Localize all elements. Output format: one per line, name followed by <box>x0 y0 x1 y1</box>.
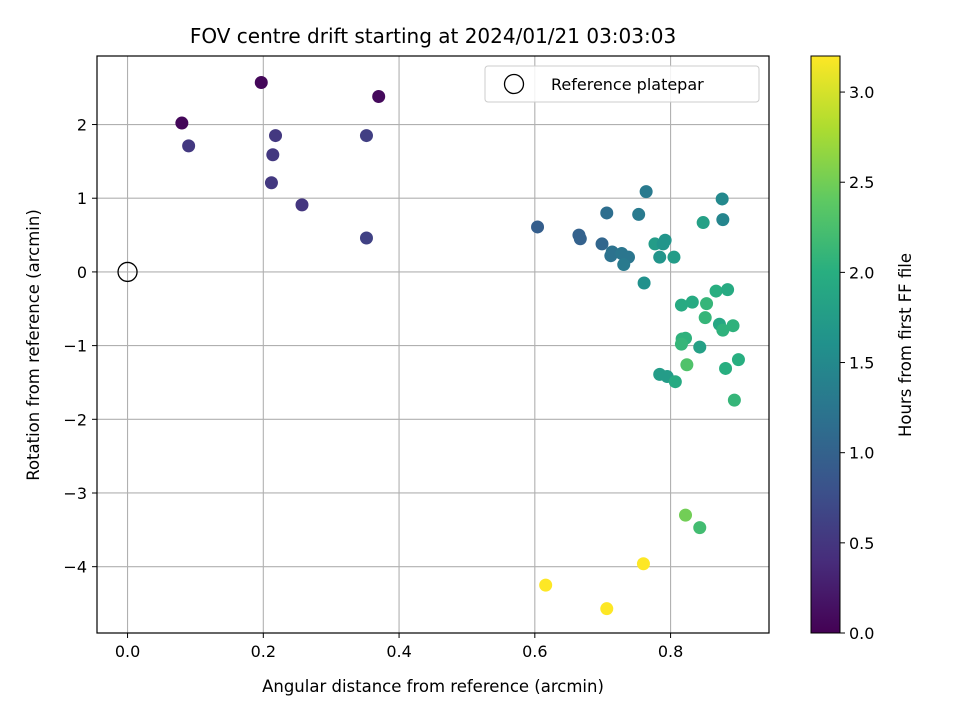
data-point <box>600 602 614 616</box>
legend: Reference platepar <box>484 65 760 103</box>
reference-marker-group <box>117 261 138 283</box>
x-tick-label: 0.4 <box>386 642 411 661</box>
x-tick-label: 0.6 <box>522 642 547 661</box>
y-tick-label: −1 <box>63 337 87 356</box>
data-point <box>359 231 373 245</box>
data-points <box>175 76 745 616</box>
data-point <box>595 237 609 251</box>
plot-frame <box>96 55 770 634</box>
data-point <box>175 116 189 130</box>
colorbar-tick-label: 0.5 <box>849 534 874 553</box>
data-point <box>637 276 651 290</box>
data-point <box>539 578 553 592</box>
legend-label: Reference platepar <box>551 75 704 94</box>
data-point <box>679 508 693 522</box>
data-point <box>719 361 733 375</box>
data-point <box>372 90 386 104</box>
colorbar-gradient <box>810 55 841 634</box>
y-tick-label: 1 <box>77 189 87 208</box>
data-point <box>731 353 745 367</box>
colorbar-tick-label: 2.0 <box>849 263 874 282</box>
data-point <box>653 250 667 264</box>
data-point <box>693 340 707 354</box>
data-point <box>709 284 723 298</box>
data-point <box>716 213 730 227</box>
legend-box <box>484 65 760 103</box>
x-tick-label: 0.2 <box>251 642 276 661</box>
x-axis-label: Angular distance from reference (arcmin) <box>262 677 604 696</box>
data-point <box>264 176 278 190</box>
y-tick-label: 0 <box>77 263 87 282</box>
data-point <box>685 295 699 309</box>
colorbar-tick-label: 1.0 <box>849 444 874 463</box>
data-point <box>668 375 682 389</box>
y-tick-label: −4 <box>63 558 87 577</box>
data-point <box>600 206 614 220</box>
grid-lines <box>97 56 769 633</box>
data-point <box>656 237 670 251</box>
chart-title: FOV centre drift starting at 2024/01/21 … <box>190 24 676 48</box>
colorbar-tick-label: 0.0 <box>849 624 874 643</box>
colorbar: 0.0 0.5 1.0 1.5 2.0 2.5 3.0 Hours from first F… <box>810 55 915 643</box>
data-point <box>727 393 741 407</box>
data-point <box>715 192 729 206</box>
y-tick-label: 2 <box>77 116 87 135</box>
y-axis-label: Rotation from reference (arcmin) <box>24 209 43 481</box>
y-tick-label: −2 <box>63 410 87 429</box>
colorbar-label: Hours from first FF file <box>896 253 915 437</box>
data-point <box>696 216 710 230</box>
data-point <box>698 311 712 325</box>
data-point <box>269 129 283 143</box>
x-axis-ticks: 0.0 0.2 0.4 0.6 0.8 <box>115 633 683 661</box>
data-point <box>531 220 545 234</box>
colorbar-tick-label: 2.5 <box>849 173 874 192</box>
data-point <box>266 148 280 162</box>
data-point <box>639 185 653 199</box>
y-tick-label: −3 <box>63 484 87 503</box>
reference-platepar-marker <box>117 261 138 283</box>
data-point <box>605 245 619 259</box>
data-point <box>617 258 631 272</box>
data-point <box>182 139 196 153</box>
data-point <box>667 250 681 264</box>
data-point <box>700 297 714 311</box>
data-point <box>674 337 688 351</box>
data-point <box>726 319 740 333</box>
data-point <box>674 298 688 312</box>
data-point <box>716 323 730 337</box>
legend-open-circle-marker <box>503 73 525 95</box>
data-point <box>295 198 309 212</box>
data-point <box>693 521 707 535</box>
data-point <box>721 283 735 297</box>
data-point <box>680 358 694 372</box>
x-tick-label: 0.0 <box>115 642 140 661</box>
data-point <box>359 129 373 143</box>
data-point <box>254 76 268 90</box>
data-point <box>632 207 646 221</box>
y-axis-ticks: 2 1 0 −1 −2 −3 −4 <box>63 116 97 577</box>
data-point <box>636 557 650 571</box>
x-tick-label: 0.8 <box>658 642 683 661</box>
colorbar-tick-label: 1.5 <box>849 354 874 373</box>
colorbar-ticks: 0.0 0.5 1.0 1.5 2.0 2.5 3.0 <box>840 83 874 643</box>
data-point <box>573 232 587 246</box>
colorbar-tick-label: 3.0 <box>849 83 874 102</box>
